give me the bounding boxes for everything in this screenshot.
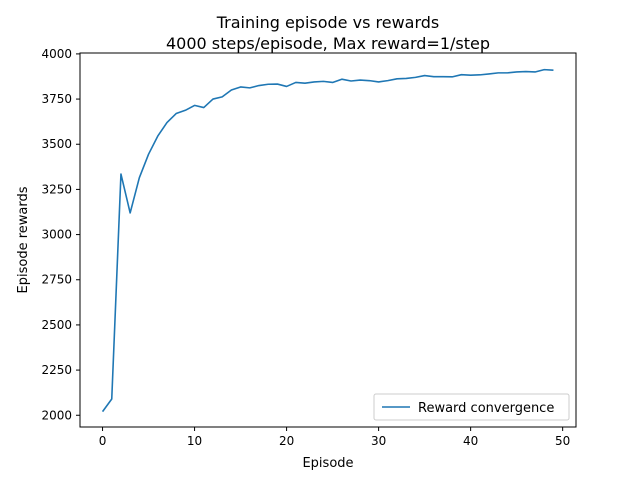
x-tick-label: 10 — [187, 434, 202, 448]
y-tick-label: 3750 — [41, 92, 72, 106]
x-axis-label: Episode — [302, 456, 353, 471]
y-tick-label: 3000 — [41, 228, 72, 242]
y-tick-label: 2500 — [41, 318, 72, 332]
series-line — [101, 68, 554, 413]
chart-subtitle: 4000 steps/episode, Max reward=1/step — [166, 34, 490, 53]
x-tick-label: 30 — [371, 434, 386, 448]
x-tick-label: 50 — [555, 434, 570, 448]
legend: Reward convergence — [373, 393, 570, 421]
y-tick-label: 2000 — [41, 408, 72, 422]
y-tick-label: 3250 — [41, 182, 72, 196]
plot-frame — [79, 52, 577, 428]
y-tick-label: 2250 — [41, 363, 72, 377]
x-tick-label: 0 — [99, 434, 107, 448]
y-tick-label: 3500 — [41, 137, 72, 151]
x-tick-label: 20 — [279, 434, 294, 448]
plot-area: 0 10 20 30 40 50 2000 2250 2500 2750 3000 3250 3500… — [41, 47, 577, 448]
x-tick-label: 40 — [463, 434, 478, 448]
chart-title: Training episode vs rewards — [216, 13, 440, 32]
y-axis-label: Episode rewards — [16, 186, 31, 293]
y-tick-label: 4000 — [41, 47, 72, 61]
legend-box — [373, 393, 570, 421]
y-tick-label: 2750 — [41, 273, 72, 287]
legend-label: Reward convergence — [418, 401, 554, 416]
